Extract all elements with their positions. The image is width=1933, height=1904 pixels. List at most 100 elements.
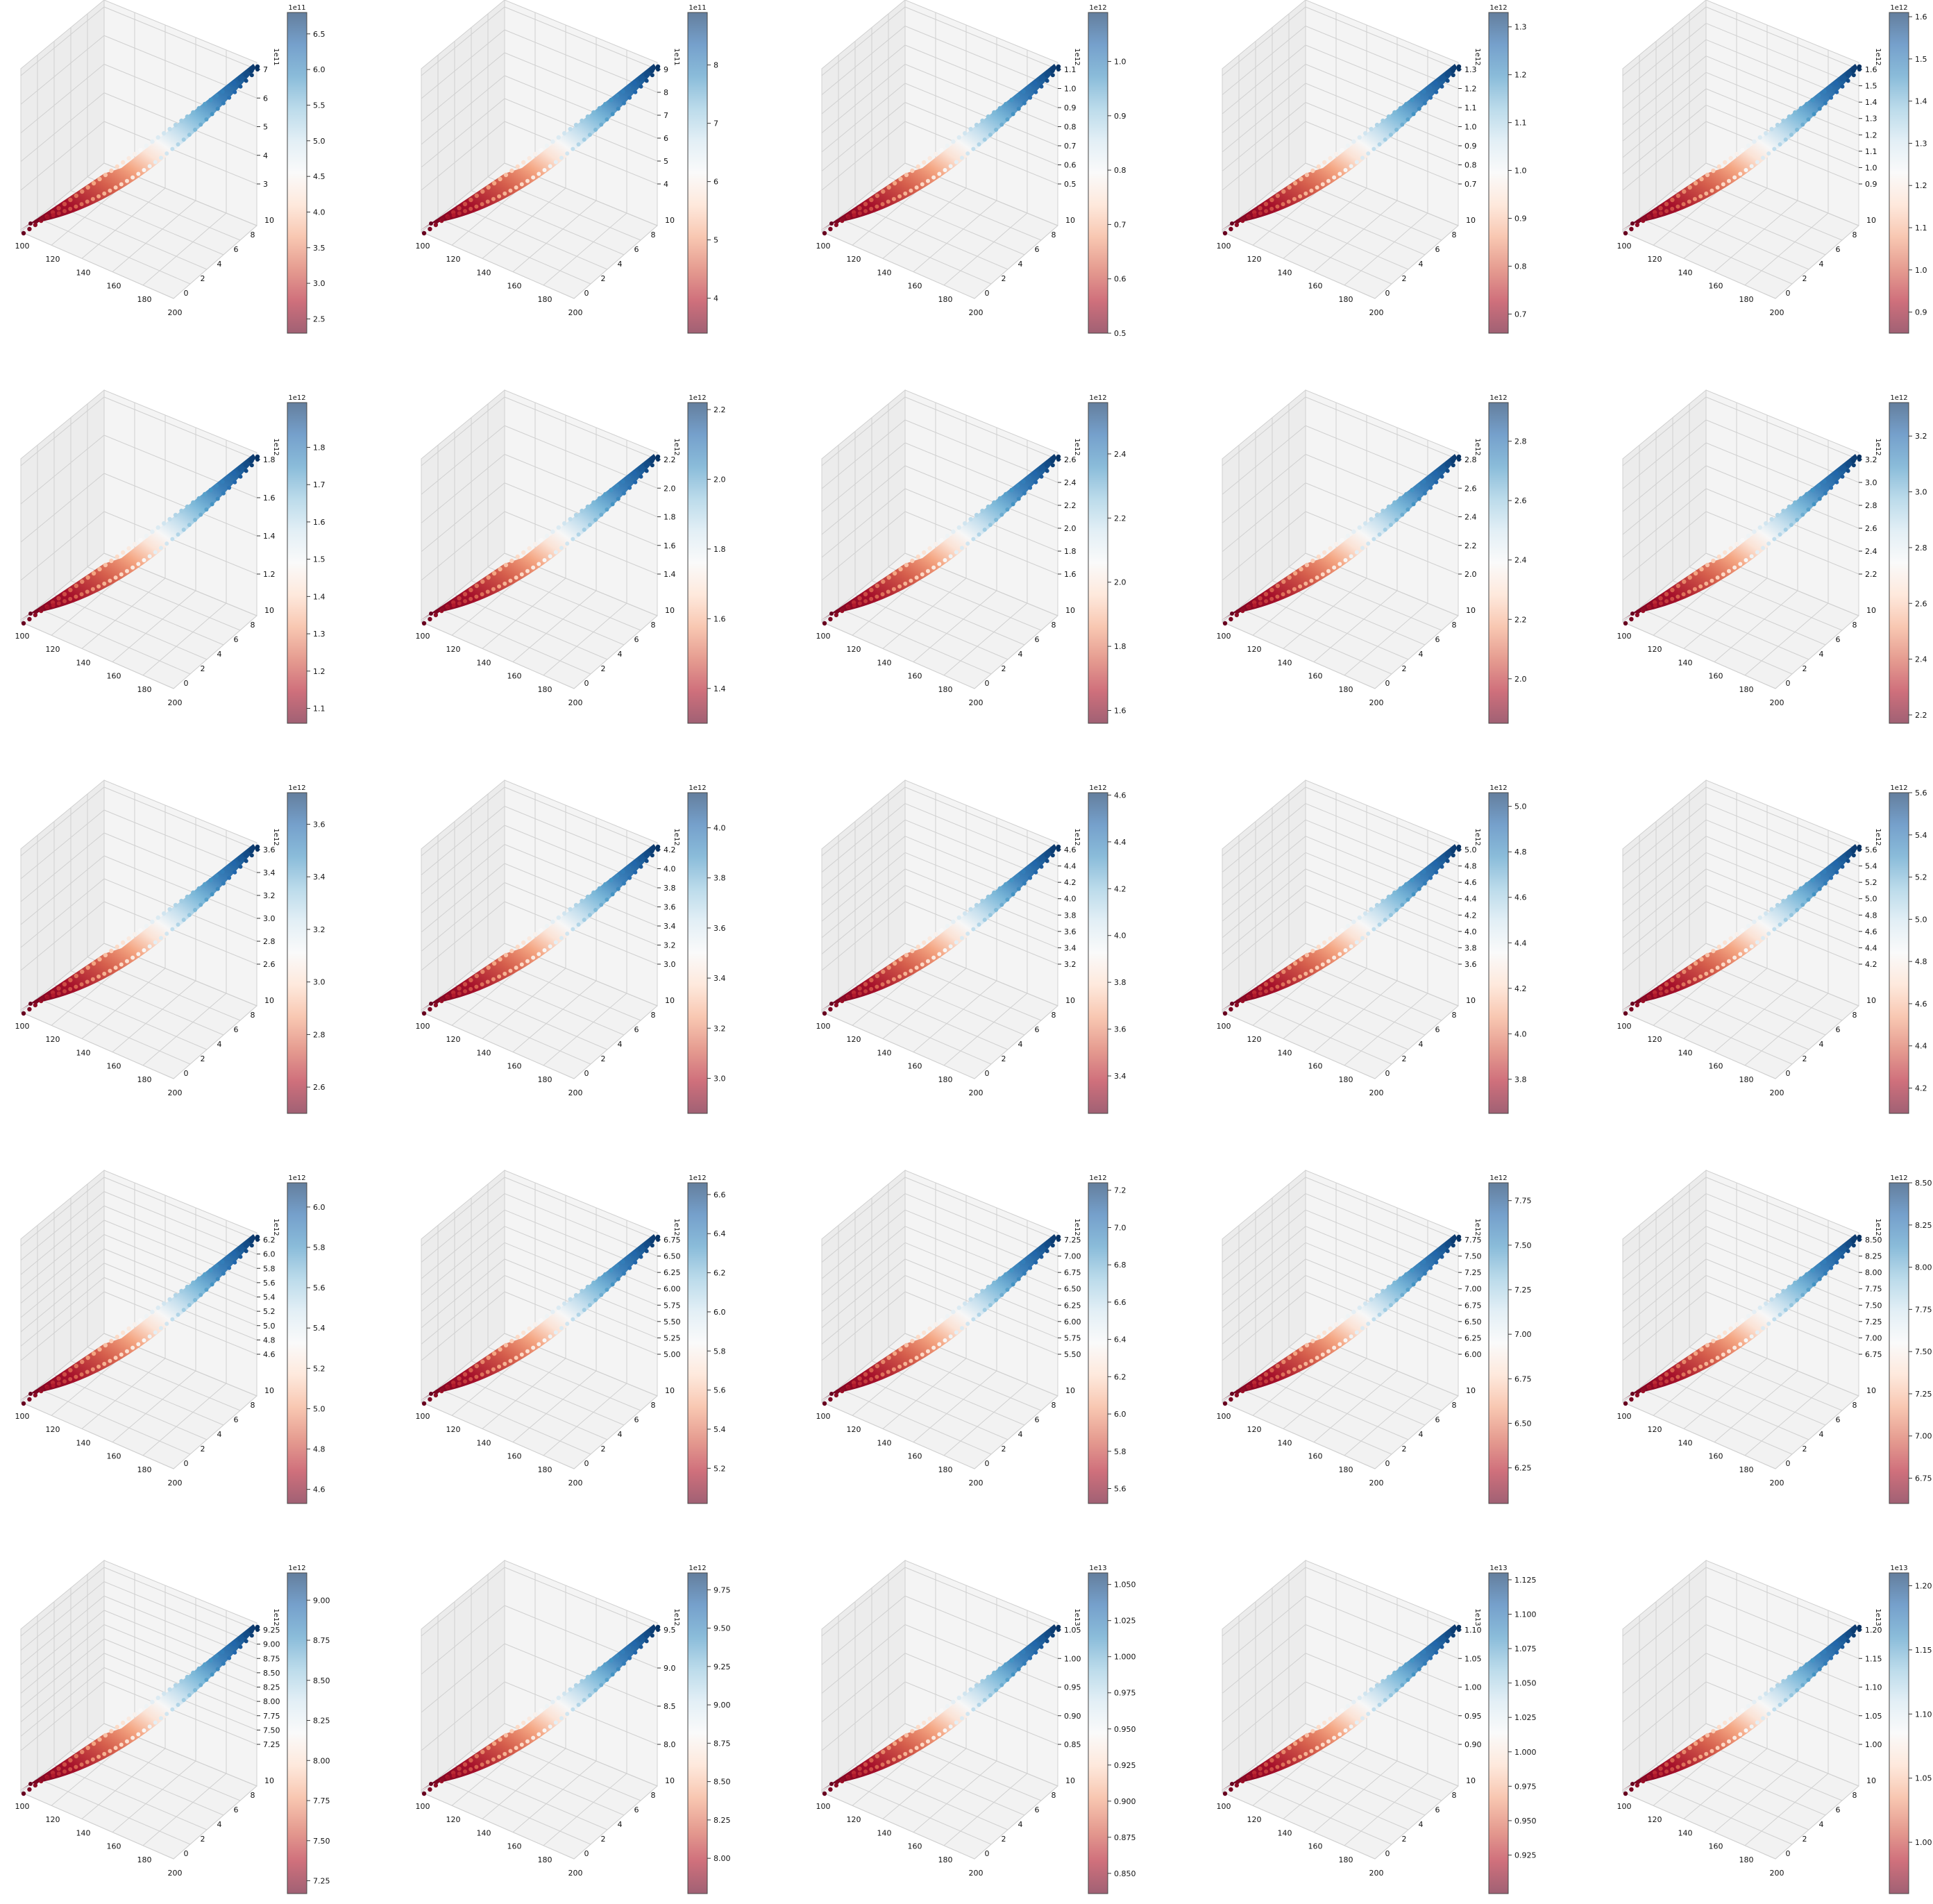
scatter-point — [1340, 537, 1344, 543]
scatter-point — [1698, 584, 1703, 589]
scatter-point — [863, 989, 868, 994]
scatter-point — [1692, 1757, 1697, 1762]
scatter-point — [421, 230, 427, 236]
scatter-point — [1028, 485, 1033, 490]
z-axis-exponent: 1e12 — [272, 438, 280, 455]
scatter-point — [97, 566, 102, 572]
scatter-point — [1778, 532, 1782, 537]
z-tick-label: 2.0 — [1064, 524, 1077, 533]
scatter-point — [85, 979, 90, 984]
scatter-point — [1451, 463, 1455, 468]
scatter-point — [1287, 575, 1292, 580]
scatter-point — [1417, 106, 1421, 111]
scatter-point — [943, 558, 947, 562]
scatter-point — [214, 1263, 219, 1269]
scatter-point — [1281, 969, 1286, 975]
scatter-point — [56, 1381, 61, 1386]
z-tick-label: 2.4 — [1865, 547, 1877, 556]
z-tick-label: 2.0 — [664, 484, 676, 493]
scatter-point — [638, 466, 643, 472]
scatter-point — [960, 155, 965, 160]
scatter-point — [1664, 591, 1669, 597]
scatter-point — [176, 922, 180, 927]
scatter-point — [221, 1271, 226, 1276]
scatter-point — [1337, 1732, 1342, 1737]
y-tick-label: 8 — [251, 1791, 255, 1800]
scatter-point — [875, 1374, 879, 1379]
scatter-point — [1787, 894, 1792, 900]
scatter-point — [531, 1735, 536, 1740]
scatter-point — [580, 1678, 584, 1684]
scatter-point — [1011, 112, 1015, 117]
scatter-point — [1398, 1666, 1403, 1671]
scatter-point — [1687, 1355, 1692, 1360]
scatter-point — [215, 1277, 220, 1281]
scatter-point — [1789, 1693, 1793, 1698]
y-tick-label: 8 — [1052, 1401, 1056, 1410]
scatter-point — [85, 965, 90, 970]
y-tick-label: 2 — [1002, 1835, 1006, 1844]
scatter-surface — [1221, 64, 1462, 236]
scatter-point — [610, 502, 615, 507]
scatter-point — [1005, 507, 1010, 512]
scatter-point — [85, 1370, 90, 1374]
scatter-point — [1629, 616, 1634, 622]
scatter-point — [1716, 944, 1721, 950]
y-tick-label: 10 — [1466, 216, 1476, 225]
subplot-12: ('Z = ', 32.92)1001201401601802000246810… — [416, 779, 726, 1114]
y-tick-label: 10 — [1866, 216, 1876, 225]
scatter-point — [656, 848, 660, 852]
scatter-point — [1623, 1791, 1628, 1796]
scatter-point — [948, 1334, 953, 1339]
scatter-point — [1369, 907, 1374, 912]
scatter-point — [491, 196, 496, 201]
scatter-point — [1427, 1255, 1433, 1261]
scatter-point — [1421, 1259, 1426, 1265]
y-tick-label: 0 — [584, 679, 589, 688]
scatter-point — [498, 1737, 503, 1742]
scatter-point — [1287, 1355, 1292, 1360]
scatter-point — [1749, 944, 1754, 949]
scatter-point — [559, 1326, 564, 1331]
scatter-point — [1817, 496, 1822, 501]
scatter-point — [544, 1313, 550, 1319]
scatter-point — [1726, 1349, 1731, 1354]
scatter-point — [1016, 886, 1021, 891]
subplot-13: ('Z = ', 35.0)10012014016018020002468103… — [816, 779, 1126, 1114]
colorbar-tick-label: 4 — [714, 294, 718, 303]
scatter-point — [1377, 922, 1382, 927]
x-tick-label: 200 — [1770, 308, 1784, 317]
scatter-point — [102, 581, 107, 586]
scatter-point — [1392, 890, 1397, 895]
scatter-point — [255, 67, 260, 71]
scatter-point — [1816, 873, 1821, 879]
scatter-point — [915, 944, 920, 950]
scatter-point — [1433, 1251, 1438, 1256]
x-tick-label: 180 — [1339, 1465, 1353, 1474]
z-tick-label: 5.75 — [664, 1301, 681, 1310]
scatter-point — [102, 1751, 107, 1756]
scatter-point — [238, 474, 243, 479]
scatter-point — [1403, 491, 1409, 497]
scatter-point — [51, 603, 56, 608]
y-tick-label: 0 — [985, 289, 990, 298]
scatter-point — [159, 155, 164, 160]
colorbar-tick-label: 6.50 — [1514, 1419, 1532, 1429]
scatter-point — [542, 1338, 547, 1342]
scatter-point — [1252, 603, 1257, 608]
x-tick-label: 120 — [847, 645, 861, 654]
scatter-point — [1241, 1388, 1246, 1392]
y-tick-label: 10 — [1466, 606, 1476, 615]
scatter-point — [1222, 1791, 1228, 1796]
scatter-point — [638, 1247, 643, 1252]
scatter-point — [1636, 609, 1641, 614]
scatter-point — [891, 1757, 896, 1762]
scatter-point — [226, 85, 231, 90]
scatter-point — [1421, 1649, 1426, 1655]
scatter-point — [1710, 968, 1714, 973]
scatter-point — [1772, 537, 1777, 541]
scatter-point — [1021, 479, 1026, 485]
scatter-point — [1229, 226, 1233, 232]
